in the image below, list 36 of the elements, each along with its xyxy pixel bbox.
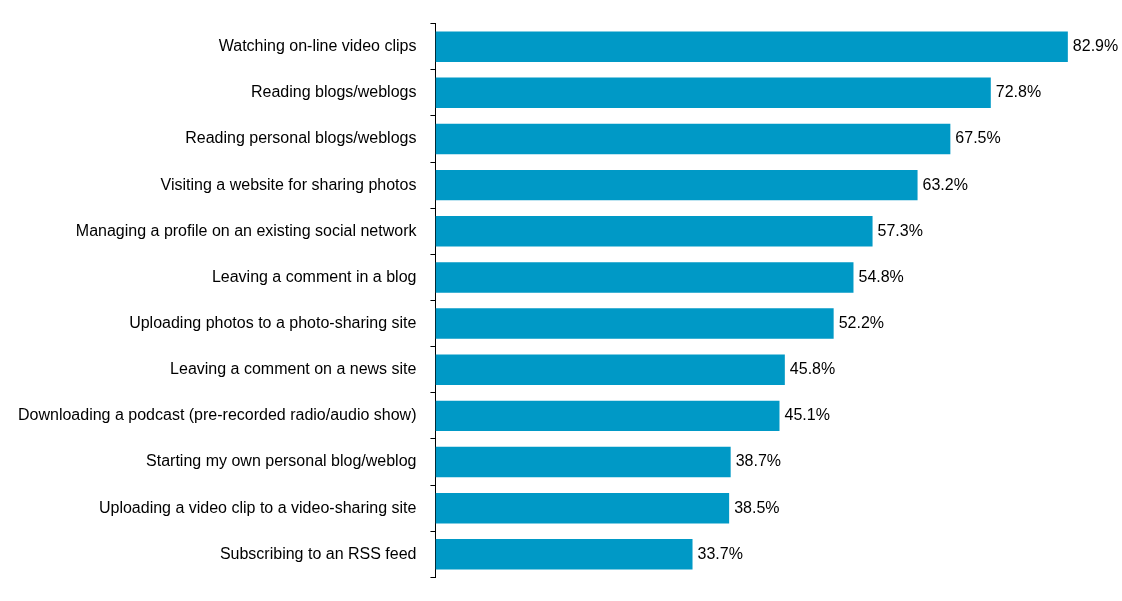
bar: [435, 492, 730, 524]
bar: [435, 446, 731, 478]
bar: [435, 216, 873, 247]
data-label: 45.8%: [789, 360, 836, 378]
y-tick-label: Watching on-line video clips: [218, 37, 417, 55]
y-tick-label: Managing a profile on an existing social network: [75, 221, 418, 239]
y-tick-label: Starting my own personal blog/weblog: [146, 452, 417, 470]
bar: [435, 400, 780, 432]
data-label: 38.5%: [734, 498, 780, 516]
data-label: 52.2%: [838, 313, 885, 331]
bar: [435, 169, 918, 201]
data-label: 33.7%: [697, 544, 743, 562]
bar: [435, 123, 951, 155]
data-label: 82.9%: [1072, 37, 1119, 55]
y-tick-label: Leaving a comment in a blog: [211, 267, 417, 285]
data-label: 72.8%: [995, 83, 1042, 101]
y-tick-label: Uploading photos to a photo-sharing site: [129, 313, 417, 331]
y-tick-label: Reading blogs/weblogs: [251, 83, 417, 101]
data-label: 54.8%: [858, 267, 904, 285]
y-tick-label: Visiting a website for sharing photos: [160, 175, 417, 193]
bar: [435, 308, 834, 339]
bar: [435, 262, 854, 293]
y-tick-label: Downloading a podcast (pre-recorded radio/audio show): [18, 406, 417, 424]
y-tick-label: Leaving a comment on a news site: [170, 360, 417, 378]
data-label: 45.1%: [784, 406, 830, 424]
bar: [435, 77, 991, 109]
y-tick-label: Uploading a video clip to a video-sharing site: [98, 498, 417, 516]
data-label: 67.5%: [955, 129, 1001, 147]
data-label: 38.7%: [735, 452, 782, 470]
y-tick-label: Subscribing to an RSS feed: [219, 544, 417, 562]
bar: [435, 539, 693, 570]
bar: [435, 31, 1068, 62]
y-tick-label: Reading personal blogs/weblogs: [185, 129, 417, 147]
bar: [435, 354, 785, 385]
data-label: 63.2%: [922, 175, 968, 193]
data-label: 57.3%: [877, 221, 923, 239]
